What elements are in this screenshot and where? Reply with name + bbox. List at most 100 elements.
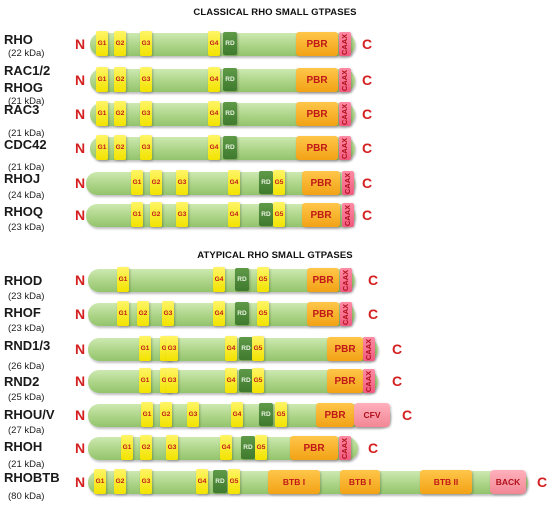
g-domain: G3 (140, 67, 152, 92)
g-domain: G3 (140, 101, 152, 126)
g-domain: G1 (131, 170, 143, 195)
caax-domain: CAAX (342, 171, 354, 195)
protein-mass: (26 kDa) (8, 361, 45, 372)
n-terminus-label: N (75, 207, 86, 223)
g-domain: G4 (228, 170, 240, 195)
c-terminus-label: C (362, 175, 373, 191)
g-domain: G2 (160, 402, 172, 427)
n-terminus-label: N (75, 106, 86, 122)
c-terminus-label: C (392, 341, 403, 357)
g-domain: G1 (139, 336, 151, 361)
pbr-domain: PBR (290, 436, 338, 460)
g-domain: G5 (228, 469, 240, 494)
protein-mass: (23 kDa) (8, 222, 45, 233)
c-terminus-label: C (362, 36, 373, 52)
caax-label: CAAX (343, 172, 353, 194)
protein-name: RHOQ (4, 204, 43, 219)
g-domain: G4 (208, 31, 220, 56)
g-domain: G3 (140, 469, 152, 494)
n-terminus-label: N (75, 341, 86, 357)
rd-domain: RD (223, 102, 237, 125)
n-terminus-label: N (75, 407, 86, 423)
g-domain: G1 (94, 469, 106, 494)
caax-domain: CAAX (363, 369, 375, 393)
g-domain: G1 (96, 31, 108, 56)
pbr-domain: PBR (296, 102, 338, 126)
protein-mass: (24 kDa) (8, 190, 45, 201)
c-terminus-label: C (537, 474, 548, 490)
g-domain: G1 (139, 368, 151, 393)
g-domain: G4 (231, 402, 243, 427)
protein-mass: (25 kDa) (8, 392, 45, 403)
g-domain: G4 (225, 336, 237, 361)
atypical-section-title: ATYPICAL RHO SMALL GTPASES (197, 250, 353, 261)
btb-domain: BTB I (340, 470, 380, 494)
g-domain: G5 (273, 170, 285, 195)
cfv-domain: CFV (354, 403, 390, 427)
rd-domain: RD (223, 68, 237, 91)
rd-domain: RD (241, 436, 255, 459)
n-terminus-label: N (75, 140, 86, 156)
protein-name: RHO (4, 32, 33, 47)
c-terminus-label: C (362, 140, 373, 156)
rd-domain: RD (223, 136, 237, 159)
pbr-domain: PBR (296, 68, 338, 92)
rd-domain: RD (259, 403, 273, 426)
n-terminus-label: N (75, 175, 86, 191)
pbr-domain: PBR (316, 403, 354, 427)
g-domain: G3 (140, 135, 152, 160)
caax-label: CAAX (364, 338, 374, 360)
g-domain: G5 (273, 202, 285, 227)
rd-domain: RD (259, 203, 273, 226)
caax-label: CAAX (340, 103, 350, 125)
protein-backbone-bar (90, 69, 355, 92)
g-domain: G3 (176, 202, 188, 227)
protein-backbone-bar (90, 137, 355, 160)
c-terminus-label: C (392, 373, 403, 389)
protein-name: RAC1/2 (4, 63, 51, 78)
n-terminus-label: N (75, 72, 86, 88)
protein-mass: (21 kDa) (8, 128, 45, 139)
protein-name: CDC42 (4, 137, 47, 152)
protein-mass: (21 kDa) (8, 162, 45, 173)
caax-label: CAAX (341, 303, 351, 325)
protein-name: RHOU/V (4, 407, 55, 422)
protein-alt-name: RHOG (4, 80, 43, 95)
g-domain: G4 (213, 301, 225, 326)
caax-label: CAAX (364, 370, 374, 392)
pbr-domain: PBR (296, 136, 338, 160)
c-terminus-label: C (402, 407, 413, 423)
rd-domain: RD (223, 32, 237, 55)
caax-domain: CAAX (339, 136, 351, 160)
classical-section-title: CLASSICAL RHO SMALL GTPASES (193, 7, 357, 18)
g-domain: G3 (187, 402, 199, 427)
caax-domain: CAAX (363, 337, 375, 361)
pbr-domain: PBR (302, 171, 340, 195)
protein-name: RHOF (4, 305, 41, 320)
protein-name: RHOH (4, 439, 43, 454)
protein-mass: (21 kDa) (8, 96, 45, 107)
g-domain: G1 (117, 267, 129, 292)
protein-mass: (22 kDa) (8, 48, 45, 59)
g-domain: G4 (196, 469, 208, 494)
caax-domain: CAAX (339, 68, 351, 92)
g-domain: G2 (114, 31, 126, 56)
caax-domain: CAAX (339, 436, 351, 460)
g-domain: G3 (176, 170, 188, 195)
g-domain: G5 (252, 368, 264, 393)
protein-name: RHOBTB (4, 470, 60, 485)
c-terminus-label: C (362, 106, 373, 122)
g-domain: G1 (96, 135, 108, 160)
g-domain: G3 (140, 31, 152, 56)
g-domain: G4 (213, 267, 225, 292)
protein-mass: (23 kDa) (8, 291, 45, 302)
caax-label: CAAX (340, 33, 350, 55)
caax-domain: CAAX (340, 302, 352, 326)
caax-label: CAAX (343, 204, 353, 226)
caax-domain: CAAX (342, 203, 354, 227)
n-terminus-label: N (75, 36, 86, 52)
g-domain: G1 (131, 202, 143, 227)
g-domain: G1 (96, 67, 108, 92)
g-domain: G4 (220, 435, 232, 460)
rd-domain: RD (235, 302, 249, 325)
